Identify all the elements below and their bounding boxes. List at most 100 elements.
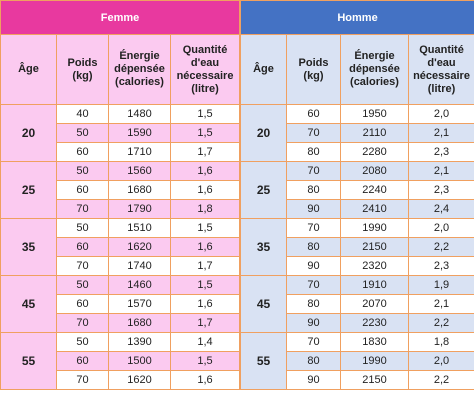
data-row: 70 1680 1,7 bbox=[1, 313, 241, 333]
data-cell: 2150 bbox=[340, 370, 409, 390]
data-cell: 60 bbox=[56, 142, 109, 162]
data-cell: 1,6 bbox=[169, 180, 241, 200]
data-row: 80 2070 2,1 bbox=[241, 294, 474, 314]
data-cell: 1,6 bbox=[169, 161, 241, 181]
data-cell: 80 bbox=[286, 237, 341, 257]
data-cell: 90 bbox=[286, 313, 341, 333]
data-cell: 1,6 bbox=[169, 237, 241, 257]
table-title: Femme bbox=[0, 0, 241, 35]
data-cell: 2230 bbox=[340, 313, 409, 333]
column-header: Âge bbox=[240, 34, 287, 105]
data-cell: 2,0 bbox=[407, 218, 474, 238]
data-row: 55 70 1830 1,8 bbox=[240, 332, 474, 390]
data-cell: 1910 bbox=[340, 275, 409, 295]
data-cell: 1500 bbox=[108, 351, 171, 371]
data-row: 70 1620 1,6 bbox=[1, 370, 241, 390]
data-cell: 70 bbox=[286, 123, 341, 143]
data-cell: 1740 bbox=[108, 256, 171, 276]
data-cell: 2410 bbox=[340, 199, 409, 219]
data-row: 90 2230 2,2 bbox=[241, 313, 474, 333]
data-cell: 70 bbox=[286, 332, 341, 352]
age-cell: 20 bbox=[0, 104, 57, 162]
data-cell: 1,6 bbox=[169, 370, 241, 390]
data-cell: 1990 bbox=[340, 351, 409, 371]
data-row: 20 40 1480 1,5 bbox=[0, 104, 241, 162]
age-cell: 35 bbox=[240, 218, 287, 276]
data-row: 45 50 1460 1,5 bbox=[0, 275, 241, 333]
data-cell: 70 bbox=[56, 313, 109, 333]
title-row: Homme bbox=[239, 0, 474, 35]
data-cell: 60 bbox=[56, 351, 109, 371]
data-row: 80 2280 2,3 bbox=[241, 142, 474, 162]
data-row: 35 70 1990 2,0 bbox=[240, 218, 474, 276]
data-cell: 60 bbox=[286, 104, 341, 124]
age-cell: 45 bbox=[240, 275, 287, 333]
data-cell: 1790 bbox=[108, 199, 171, 219]
data-cell: 50 bbox=[56, 161, 109, 181]
data-cell: 1680 bbox=[108, 313, 171, 333]
data-cell: 1,5 bbox=[169, 351, 241, 371]
data-cell: 80 bbox=[286, 142, 341, 162]
age-cell: 20 bbox=[240, 104, 287, 162]
data-cell: 1,5 bbox=[169, 104, 241, 124]
data-cell: 2240 bbox=[340, 180, 409, 200]
data-cell: 2320 bbox=[340, 256, 409, 276]
data-cell: 1,5 bbox=[169, 123, 241, 143]
column-header: Énergie dépensée (calories) bbox=[108, 34, 171, 105]
age-cell: 25 bbox=[0, 161, 57, 219]
data-row: 45 70 1910 1,9 bbox=[240, 275, 474, 333]
data-row: 80 2240 2,3 bbox=[241, 180, 474, 200]
data-cell: 2,0 bbox=[407, 104, 474, 124]
femme-table: Femme Âge Poids (kg) Énergie dépensée (calo… bbox=[0, 0, 241, 390]
data-cell: 1510 bbox=[108, 218, 171, 238]
data-cell: 2,3 bbox=[407, 142, 474, 162]
data-row: 90 2410 2,4 bbox=[241, 199, 474, 219]
data-cell: 1,6 bbox=[169, 294, 241, 314]
data-cell: 2,3 bbox=[407, 256, 474, 276]
data-cell: 80 bbox=[286, 180, 341, 200]
data-row: 35 50 1510 1,5 bbox=[0, 218, 241, 276]
data-cell: 70 bbox=[56, 199, 109, 219]
data-cell: 1,7 bbox=[169, 313, 241, 333]
data-cell: 1,5 bbox=[169, 275, 241, 295]
table-title: Homme bbox=[239, 0, 474, 35]
column-header: Poids (kg) bbox=[286, 34, 341, 105]
column-header: Âge bbox=[0, 34, 57, 105]
data-cell: 1,5 bbox=[169, 218, 241, 238]
data-row: 90 2320 2,3 bbox=[241, 256, 474, 276]
data-cell: 2110 bbox=[340, 123, 409, 143]
data-cell: 1570 bbox=[108, 294, 171, 314]
data-cell: 1590 bbox=[108, 123, 171, 143]
data-cell: 1,9 bbox=[407, 275, 474, 295]
data-cell: 70 bbox=[56, 370, 109, 390]
data-cell: 50 bbox=[56, 275, 109, 295]
data-cell: 80 bbox=[286, 294, 341, 314]
data-row: 25 50 1560 1,6 bbox=[0, 161, 241, 219]
data-cell: 1560 bbox=[108, 161, 171, 181]
data-cell: 1830 bbox=[340, 332, 409, 352]
column-header: Poids (kg) bbox=[56, 34, 109, 105]
data-row: 60 1680 1,6 bbox=[1, 180, 241, 200]
data-cell: 50 bbox=[56, 332, 109, 352]
column-header: Énergie dépensée (calories) bbox=[340, 34, 409, 105]
data-cell: 1620 bbox=[108, 370, 171, 390]
column-header: Quantité d'eau nécessaire (litre) bbox=[169, 34, 241, 105]
data-cell: 1,7 bbox=[169, 256, 241, 276]
data-cell: 1390 bbox=[108, 332, 171, 352]
data-cell: 1,7 bbox=[169, 142, 241, 162]
data-cell: 2,3 bbox=[407, 180, 474, 200]
data-row: 50 1590 1,5 bbox=[1, 123, 241, 143]
age-cell: 45 bbox=[0, 275, 57, 333]
data-cell: 1620 bbox=[108, 237, 171, 257]
data-cell: 1680 bbox=[108, 180, 171, 200]
data-cell: 60 bbox=[56, 294, 109, 314]
data-row: 20 60 1950 2,0 bbox=[240, 104, 474, 162]
data-cell: 2150 bbox=[340, 237, 409, 257]
data-cell: 2,1 bbox=[407, 123, 474, 143]
data-cell: 50 bbox=[56, 123, 109, 143]
data-cell: 70 bbox=[286, 275, 341, 295]
homme-table: Homme Âge Poids (kg) Énergie dépensée (calo… bbox=[239, 0, 474, 390]
data-cell: 1950 bbox=[340, 104, 409, 124]
age-cell: 55 bbox=[240, 332, 287, 390]
